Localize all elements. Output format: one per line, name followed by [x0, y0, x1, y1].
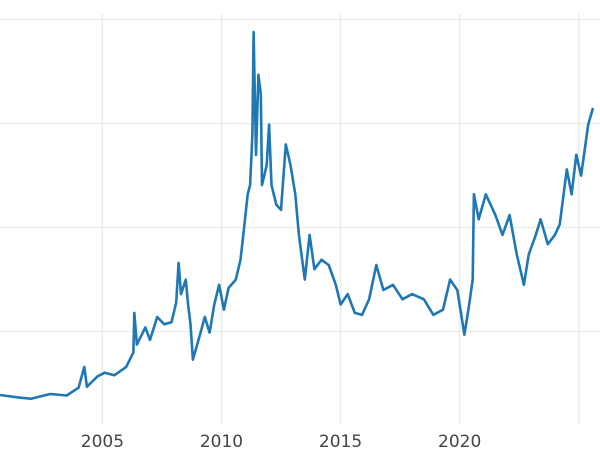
x-tick-label-2010: 2010	[200, 432, 243, 450]
series-line	[0, 30, 595, 401]
x-tick-label-2005: 2005	[81, 432, 124, 450]
x-tick-label-2020: 2020	[438, 432, 481, 450]
x-axis-ticks: 2005 2010 2015 2020	[81, 432, 481, 450]
series-layer	[0, 30, 595, 401]
x-tick-label-2015: 2015	[319, 432, 362, 450]
gridlines	[0, 14, 600, 425]
